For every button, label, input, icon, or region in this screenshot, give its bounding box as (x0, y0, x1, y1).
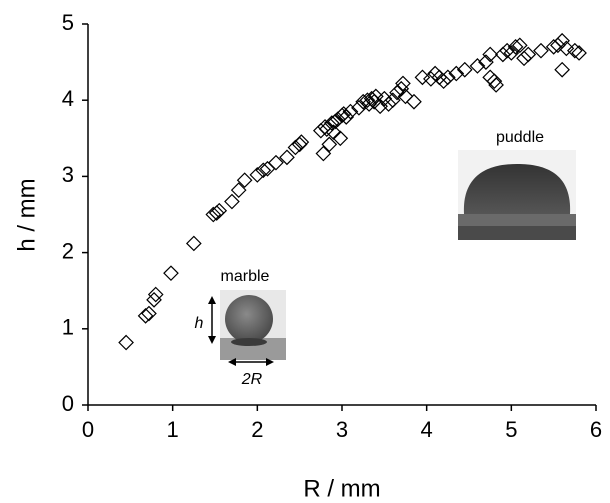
point (332, 130, 349, 147)
point (279, 149, 295, 166)
point (511, 37, 528, 54)
x-axis-label: R / mm (303, 475, 380, 502)
point (507, 39, 524, 55)
x-tick-label: 5 (505, 417, 517, 442)
point (338, 109, 355, 125)
annotation: h (195, 315, 204, 332)
point (482, 69, 499, 86)
point (389, 84, 405, 101)
point (141, 305, 157, 322)
point (406, 93, 422, 110)
y-tick-label: 0 (62, 391, 74, 416)
y-tick-label: 1 (62, 315, 74, 340)
point (566, 42, 583, 59)
point (439, 69, 456, 86)
puddle-image (458, 150, 576, 240)
point (393, 80, 410, 97)
x-tick-label: 0 (82, 417, 94, 442)
point (323, 115, 340, 131)
annotation: puddle (496, 129, 544, 146)
point (312, 122, 329, 139)
point (516, 50, 532, 67)
point (571, 45, 587, 61)
marble-image (208, 290, 286, 366)
point (435, 73, 452, 89)
point (163, 265, 179, 282)
x-tick-label: 4 (421, 417, 433, 442)
point (118, 334, 134, 351)
point (482, 46, 499, 63)
point (249, 167, 266, 183)
point (315, 145, 332, 162)
point (185, 235, 202, 252)
point (268, 154, 284, 171)
y-tick-label: 2 (62, 238, 74, 263)
point (397, 88, 414, 105)
annotation: 2R (241, 371, 263, 388)
point (287, 139, 304, 156)
point (533, 42, 549, 59)
x-tick-label: 3 (336, 417, 348, 442)
point (321, 136, 338, 153)
point (486, 73, 503, 89)
point (359, 92, 376, 109)
annotation: marble (221, 268, 270, 285)
point (558, 40, 575, 57)
point (456, 61, 473, 78)
point (317, 119, 333, 135)
y-tick-label: 3 (62, 162, 74, 187)
point (137, 307, 154, 324)
point (448, 65, 465, 82)
x-tick-label: 1 (167, 417, 179, 442)
point (147, 286, 164, 303)
point (342, 103, 359, 120)
point (372, 98, 388, 115)
y-tick-label: 5 (62, 10, 74, 35)
point (205, 206, 222, 223)
point (293, 134, 310, 150)
point (380, 96, 397, 112)
point (211, 202, 228, 219)
point (236, 172, 253, 189)
point (520, 46, 537, 63)
y-axis-label: h / mm (13, 178, 40, 251)
point (329, 111, 346, 128)
point (503, 45, 520, 61)
point (550, 37, 566, 54)
point (224, 193, 240, 210)
point (384, 92, 401, 109)
point (495, 46, 511, 63)
point (355, 93, 372, 110)
point (554, 61, 570, 78)
x-tick-label: 6 (590, 417, 602, 442)
point (499, 42, 515, 59)
x-tick-label: 2 (251, 417, 263, 442)
y-tick-label: 4 (62, 86, 74, 111)
point (478, 54, 494, 70)
point (488, 77, 504, 93)
point (469, 58, 486, 74)
point (146, 291, 162, 308)
point (423, 71, 439, 87)
point (395, 75, 411, 92)
point (230, 182, 247, 198)
point (554, 32, 570, 49)
point (255, 162, 272, 179)
